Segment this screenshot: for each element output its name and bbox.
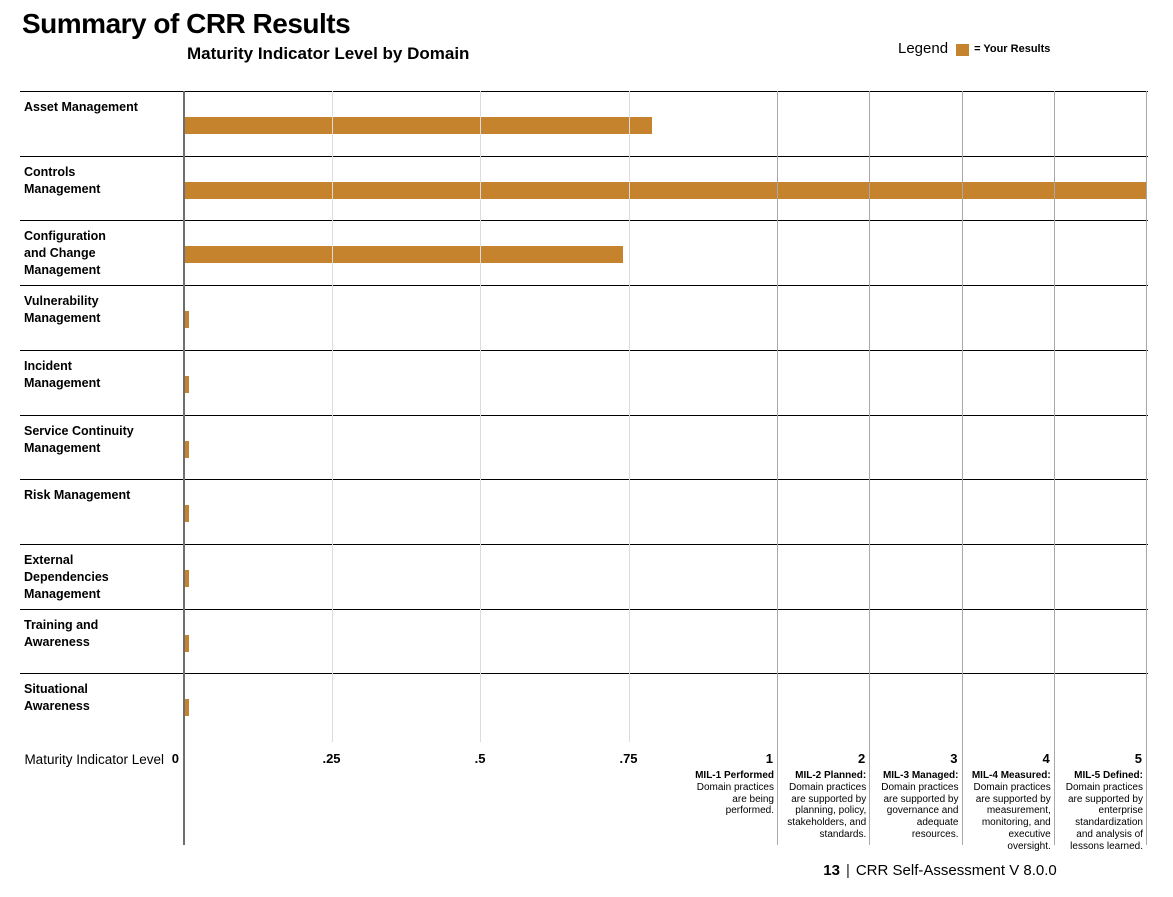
domain-label: Configuration and Change Management — [24, 229, 106, 278]
domain-label: Vulnerability Management — [24, 294, 101, 326]
chart-row: Controls Management — [20, 155, 1148, 221]
axis-tick-label: 5 — [1134, 751, 1142, 766]
chart-row: Vulnerability Management — [20, 285, 1148, 350]
mil-body: Domain practices are supported by planni… — [787, 781, 867, 840]
result-bar — [183, 181, 1146, 199]
result-bar — [183, 117, 653, 134]
axis-tick-label: 0 — [171, 751, 179, 766]
domain-label: Service Continuity Management — [24, 423, 134, 455]
result-bar — [183, 569, 189, 587]
mil-heading: MIL-4 Measured: — [971, 770, 1051, 781]
mil-body: Domain practices are supported by govern… — [881, 781, 959, 840]
domain-label: Incident Management — [24, 358, 101, 390]
mil-column-line — [961, 91, 963, 845]
axis-tick-label: 4 — [1042, 751, 1050, 766]
mil-body: Domain practices are supported by measur… — [973, 781, 1051, 852]
axis-tick-label: .5 — [474, 751, 486, 766]
result-bar — [183, 634, 189, 652]
legend-entry: = Your Results — [974, 42, 1051, 55]
result-bar — [183, 440, 189, 458]
chart-row: Training and Awareness — [20, 608, 1148, 674]
domain-label: External Dependencies Management — [24, 552, 109, 601]
axis-tick-label: .25 — [322, 751, 341, 766]
x-axis-title: Maturity Indicator Level — [24, 752, 164, 767]
footer-page-number: 13 — [823, 862, 840, 879]
mil-column-line — [777, 91, 778, 845]
result-bar — [183, 699, 189, 717]
mil-description: MIL-5 Defined: Domain practices are suppo… — [1051, 770, 1143, 853]
mil-heading: MIL-2 Planned: — [795, 770, 867, 781]
mil-heading: MIL-3 Managed: — [882, 770, 959, 781]
mil-column-line — [869, 91, 871, 845]
axis-tick-label: 1 — [765, 751, 773, 766]
mil-heading: MIL-1 Performed — [695, 770, 774, 781]
chart-row: External Dependencies Management — [20, 543, 1148, 609]
axis-tick-label: 2 — [858, 751, 866, 766]
mil-description: MIL-2 Planned: Domain practices are suppo… — [774, 770, 866, 841]
result-bar — [183, 311, 189, 329]
chart-row: Situational Awareness — [20, 673, 1148, 738]
chart-row: Service Continuity Management — [20, 414, 1148, 480]
legend: Legend = Your Results — [898, 40, 1050, 57]
domain-label: Controls Management — [24, 164, 101, 196]
result-bar — [183, 505, 189, 523]
mil-heading: MIL-5 Defined: — [1074, 770, 1143, 781]
chart-row: Configuration and Change Management — [20, 220, 1148, 285]
gridline — [628, 91, 630, 742]
result-bar — [183, 375, 189, 393]
mil-description: MIL-1 Performed Domain practices are bein… — [682, 770, 774, 817]
domain-label: Risk Management — [24, 488, 131, 503]
axis-tick-label: .75 — [619, 751, 638, 766]
mil-body: Domain practices are being performed. — [696, 781, 774, 817]
legend-label: Legend — [898, 40, 949, 57]
result-bar — [183, 246, 623, 264]
page-title: Summary of CRR Results — [22, 8, 351, 39]
mil-column-line — [1053, 91, 1055, 845]
chart-row: Incident Management — [20, 349, 1148, 415]
chart-row: Risk Management — [20, 479, 1148, 544]
footer-separator: | — [845, 862, 850, 879]
mil-body: Domain practices are supported by enterp… — [1065, 781, 1143, 852]
chart-row: Asset Management — [20, 91, 1148, 156]
legend-swatch-icon — [956, 43, 970, 56]
gridline — [480, 91, 481, 742]
footer-text: CRR Self-Assessment V 8.0.0 — [855, 862, 1057, 879]
domain-label: Asset Management — [24, 100, 138, 114]
mil-column-line — [1146, 91, 1147, 845]
domain-label: Situational Awareness — [24, 682, 90, 714]
domain-label: Training and Awareness — [24, 617, 99, 649]
axis-tick-label: 3 — [950, 751, 958, 766]
mil-description: MIL-4 Measured: Domain practices are supp… — [959, 770, 1051, 853]
gridline — [331, 91, 333, 742]
page-footer: 13 | CRR Self-Assessment V 8.0.0 — [740, 862, 1140, 879]
y-axis-line — [183, 91, 185, 845]
mil-description: MIL-3 Managed: Domain practices are suppo… — [867, 770, 959, 841]
chart-title: Maturity Indicator Level by Domain — [187, 44, 470, 63]
